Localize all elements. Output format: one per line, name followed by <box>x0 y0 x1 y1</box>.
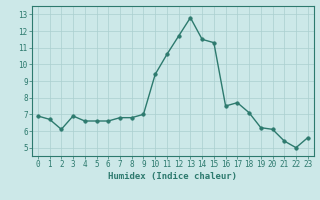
X-axis label: Humidex (Indice chaleur): Humidex (Indice chaleur) <box>108 172 237 181</box>
